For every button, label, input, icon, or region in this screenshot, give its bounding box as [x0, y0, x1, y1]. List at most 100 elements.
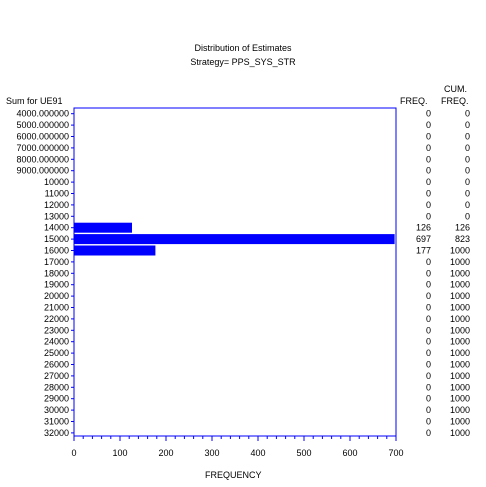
cum-freq-value: 0	[465, 211, 470, 221]
cum-freq-value: 0	[465, 177, 470, 187]
cum-freq-value: 1000	[450, 394, 470, 404]
x-tick-label: 600	[342, 448, 357, 458]
cum-freq-value: 1000	[450, 257, 470, 267]
cum-freq-value: 126	[455, 223, 470, 233]
freq-value: 0	[426, 382, 431, 392]
y-tick-label: 11000	[45, 189, 69, 199]
y-tick-label: 15000	[44, 234, 69, 244]
y-tick-label: 7000.000000	[16, 143, 69, 153]
freq-value: 0	[426, 303, 431, 313]
cum-freq-value: 0	[465, 154, 470, 164]
chart-subtitle: Strategy= PPS_SYS_STR	[190, 57, 296, 67]
cum-freq-value: 1000	[450, 382, 470, 392]
y-tick-label: 5000.000000	[16, 120, 69, 130]
cum-freq-value: 1000	[450, 371, 470, 381]
freq-value: 0	[426, 166, 431, 176]
cum-freq-value: 1000	[450, 337, 470, 347]
y-tick-label: 27000	[44, 371, 69, 381]
y-tick-label: 23000	[44, 325, 69, 335]
freq-value: 0	[426, 268, 431, 278]
y-tick-label: 4000.000000	[16, 109, 69, 119]
freq-value: 0	[426, 291, 431, 301]
freq-value: 0	[426, 371, 431, 381]
cum-freq-value: 0	[465, 120, 470, 130]
y-tick-label: 19000	[44, 280, 69, 290]
x-tick-label: 300	[204, 448, 219, 458]
y-tick-label: 31000	[44, 417, 69, 427]
y-tick-label: 18000	[44, 268, 69, 278]
y-tick-label: 26000	[44, 360, 69, 370]
freq-value: 0	[426, 428, 431, 438]
freq-value: 126	[416, 223, 431, 233]
cum-freq-value: 0	[465, 166, 470, 176]
freq-value: 0	[426, 120, 431, 130]
freq-value: 0	[426, 325, 431, 335]
cum-freq-header-line1: CUM.	[444, 84, 467, 94]
freq-value: 0	[426, 200, 431, 210]
cum-freq-value: 1000	[450, 314, 470, 324]
freq-value: 0	[426, 394, 431, 404]
bar-16000	[74, 245, 156, 256]
freq-value: 0	[426, 348, 431, 358]
freq-value: 0	[426, 337, 431, 347]
freq-value: 177	[416, 246, 431, 256]
y-tick-label: 13000	[44, 211, 69, 221]
y-tick-label: 20000	[44, 291, 69, 301]
cum-freq-value: 0	[465, 189, 470, 199]
freq-value: 0	[426, 257, 431, 267]
bar-14000	[74, 222, 132, 233]
bar-15000	[74, 234, 395, 245]
x-axis-label: FREQUENCY	[205, 470, 262, 480]
y-tick-label: 17000	[44, 257, 69, 267]
cum-freq-value: 0	[465, 132, 470, 142]
cum-freq-value: 1000	[450, 348, 470, 358]
x-tick-label: 700	[388, 448, 403, 458]
y-axis-label: Sum for UE91	[6, 96, 63, 106]
y-tick-label: 32000	[44, 428, 69, 438]
y-tick-label: 6000.000000	[16, 132, 69, 142]
cum-freq-value: 1000	[450, 246, 470, 256]
y-tick-label: 9000.000000	[16, 166, 69, 176]
cum-freq-value: 1000	[450, 428, 470, 438]
x-tick-label: 100	[112, 448, 127, 458]
cum-freq-value: 0	[465, 143, 470, 153]
freq-value: 0	[426, 143, 431, 153]
freq-value: 0	[426, 280, 431, 290]
cum-freq-value: 1000	[450, 291, 470, 301]
y-tick-label: 16000	[44, 246, 69, 256]
freq-value: 0	[426, 132, 431, 142]
x-tick-label: 0	[71, 448, 76, 458]
freq-value: 0	[426, 360, 431, 370]
freq-value: 0	[426, 177, 431, 187]
cum-freq-header-line2: FREQ.	[441, 96, 469, 106]
y-tick-label: 12000	[44, 200, 69, 210]
freq-value: 0	[426, 189, 431, 199]
cum-freq-value: 823	[455, 234, 470, 244]
cum-freq-value: 1000	[450, 268, 470, 278]
y-tick-label: 22000	[44, 314, 69, 324]
y-tick-label: 10000	[44, 177, 69, 187]
cum-freq-value: 1000	[450, 360, 470, 370]
freq-value: 0	[426, 314, 431, 324]
x-tick-label: 200	[158, 448, 173, 458]
y-tick-label: 29000	[44, 394, 69, 404]
freq-value: 0	[426, 417, 431, 427]
y-tick-label: 8000.000000	[16, 154, 69, 164]
freq-value: 0	[426, 211, 431, 221]
cum-freq-value: 0	[465, 109, 470, 119]
chart-title: Distribution of Estimates	[194, 43, 292, 53]
y-tick-label: 14000	[44, 223, 69, 233]
freq-value: 0	[426, 109, 431, 119]
y-tick-label: 30000	[44, 405, 69, 415]
cum-freq-value: 1000	[450, 303, 470, 313]
freq-value: 0	[426, 154, 431, 164]
y-tick-label: 21000	[44, 303, 69, 313]
cum-freq-value: 1000	[450, 325, 470, 335]
cum-freq-value: 1000	[450, 405, 470, 415]
cum-freq-value: 1000	[450, 417, 470, 427]
plot-frame	[73, 107, 397, 437]
x-tick-label: 500	[296, 448, 311, 458]
x-tick-label: 400	[250, 448, 265, 458]
y-tick-label: 25000	[44, 348, 69, 358]
